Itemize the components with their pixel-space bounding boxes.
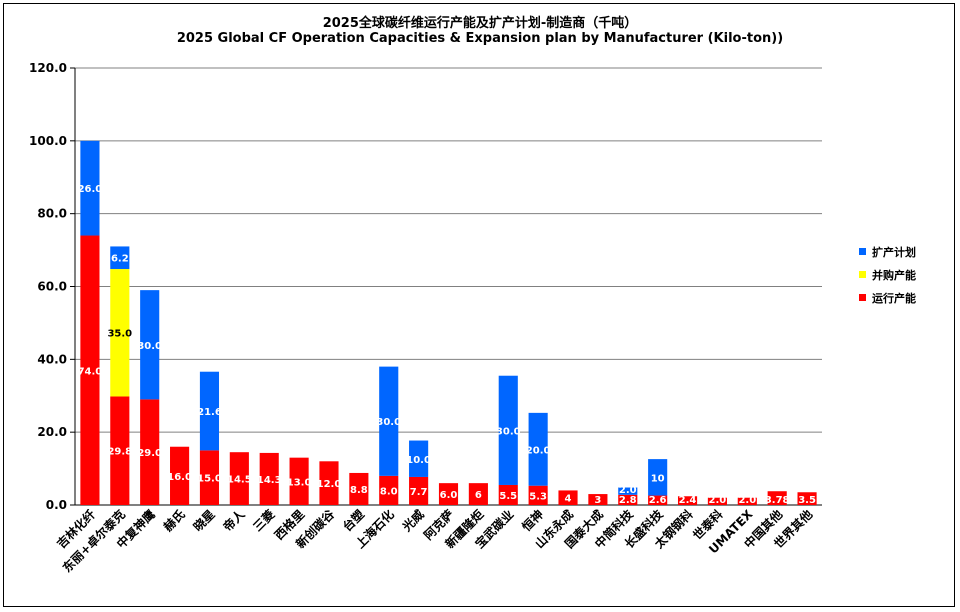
grid-lines bbox=[75, 67, 822, 506]
data-label: 30.0 bbox=[496, 426, 521, 437]
data-label: 3.78 bbox=[765, 495, 790, 506]
data-label: 74.0 bbox=[78, 366, 103, 377]
bar-segment bbox=[199, 450, 220, 505]
data-label: 6.2 bbox=[111, 254, 129, 265]
bar-segment bbox=[409, 440, 429, 477]
x-tick-label: 晓星 bbox=[190, 507, 218, 535]
bar-segment bbox=[319, 461, 339, 505]
data-label: 21.6 bbox=[197, 407, 222, 418]
data-label: 12.0 bbox=[317, 479, 342, 490]
data-label: 13.0 bbox=[287, 477, 312, 488]
data-label: 14.5 bbox=[227, 475, 252, 486]
x-tick-label: 帝人 bbox=[220, 506, 248, 534]
data-label: 3 bbox=[594, 495, 601, 506]
data-label: 20.0 bbox=[526, 445, 551, 456]
bar-segment bbox=[648, 459, 668, 496]
data-label: 2.4 bbox=[679, 495, 697, 506]
chart-frame bbox=[3, 3, 955, 607]
data-label: 5.5 bbox=[499, 491, 517, 502]
data-label: 26.0 bbox=[78, 184, 103, 195]
data-label: 29.8 bbox=[107, 447, 132, 458]
bar-segment bbox=[438, 483, 459, 505]
bar-segment bbox=[498, 375, 518, 485]
chart-title: 2025全球碳纤维运行产能及扩产计划-制造商（千吨） bbox=[322, 16, 638, 31]
bars: 74.0 26.0 29.8 35.0 6.2 29.0 30.0 16.0 15.0 21.6 1… bbox=[78, 140, 817, 506]
bar-segment bbox=[140, 290, 160, 400]
data-label: 10.0 bbox=[406, 455, 431, 466]
data-label: 15.0 bbox=[197, 474, 222, 485]
y-tick-label: 100.0 bbox=[29, 134, 67, 148]
bar-segment bbox=[558, 490, 578, 505]
legend-label: 并购产能 bbox=[872, 268, 916, 282]
bar-segment bbox=[199, 371, 220, 451]
bar-segment bbox=[140, 399, 160, 505]
bar-segment bbox=[110, 269, 130, 397]
data-label: 10 bbox=[651, 473, 665, 484]
bar-segment bbox=[80, 235, 100, 505]
legend-label: 运行产能 bbox=[872, 291, 916, 305]
y-tick-label: 60.0 bbox=[37, 280, 67, 294]
legend-swatch bbox=[859, 271, 866, 278]
data-label: 30.0 bbox=[376, 417, 401, 428]
bar-segment bbox=[379, 475, 399, 505]
bar-segment bbox=[80, 140, 100, 236]
bar-segment bbox=[677, 496, 698, 505]
legend-label: 扩产计划 bbox=[872, 245, 916, 259]
y-tick-label: 20.0 bbox=[37, 425, 67, 439]
y-tick-label: 40.0 bbox=[37, 352, 67, 366]
bar-segment bbox=[229, 452, 249, 505]
data-label: 29.0 bbox=[137, 448, 162, 459]
bar-segment bbox=[110, 396, 130, 505]
bar-segment bbox=[528, 485, 548, 505]
data-label: 2.8 bbox=[619, 495, 637, 506]
bar-segment bbox=[767, 491, 787, 505]
data-label: 2.0 bbox=[709, 495, 727, 506]
bar-segment bbox=[707, 497, 727, 505]
bar-segment bbox=[618, 487, 638, 495]
data-label: 2.6 bbox=[649, 495, 667, 506]
data-label: 5.3 bbox=[529, 491, 547, 502]
x-tick-label: 赫氏 bbox=[160, 507, 188, 535]
bar-segment bbox=[797, 492, 817, 505]
data-label: 14.3 bbox=[257, 475, 282, 486]
y-tick-label: 80.0 bbox=[37, 207, 67, 221]
data-label: 30.0 bbox=[137, 341, 162, 352]
bar-segment bbox=[289, 457, 309, 505]
data-label: 8.0 bbox=[380, 486, 398, 497]
data-label: 6.0 bbox=[440, 490, 458, 501]
bar-segment bbox=[349, 472, 369, 505]
bar-segment bbox=[498, 484, 518, 505]
data-label: 7.7 bbox=[410, 487, 428, 498]
bar-segment bbox=[259, 452, 279, 505]
bar-segment bbox=[379, 366, 399, 476]
data-label: 35.0 bbox=[107, 329, 132, 340]
bar-segment bbox=[409, 476, 429, 505]
data-label: 16.0 bbox=[167, 472, 192, 483]
data-label: 4 bbox=[565, 494, 572, 505]
data-label: 3.5 bbox=[798, 495, 816, 506]
bar-segment bbox=[648, 495, 668, 505]
legend-swatch bbox=[859, 248, 866, 255]
bar-segment bbox=[737, 497, 757, 505]
chart-subtitle: 2025 Global CF Operation Capacities & Ex… bbox=[176, 31, 784, 46]
y-axis: 0.0 20.0 40.0 60.0 80.0 100.0 120.0 bbox=[29, 61, 822, 512]
bar-segment bbox=[528, 412, 548, 486]
data-label: 8.8 bbox=[350, 485, 368, 496]
bar-segment bbox=[468, 483, 488, 505]
legend-swatch bbox=[859, 294, 866, 301]
bar-segment bbox=[170, 446, 190, 505]
data-label: 6 bbox=[475, 490, 482, 501]
y-tick-label: 0.0 bbox=[46, 498, 67, 512]
bar-segment bbox=[588, 494, 608, 505]
data-label: 2.0 bbox=[738, 495, 756, 506]
y-tick-label: 120.0 bbox=[29, 61, 67, 75]
data-label: 2.0 bbox=[619, 485, 637, 496]
bar-segment bbox=[110, 246, 130, 270]
bar-segment bbox=[618, 494, 638, 505]
